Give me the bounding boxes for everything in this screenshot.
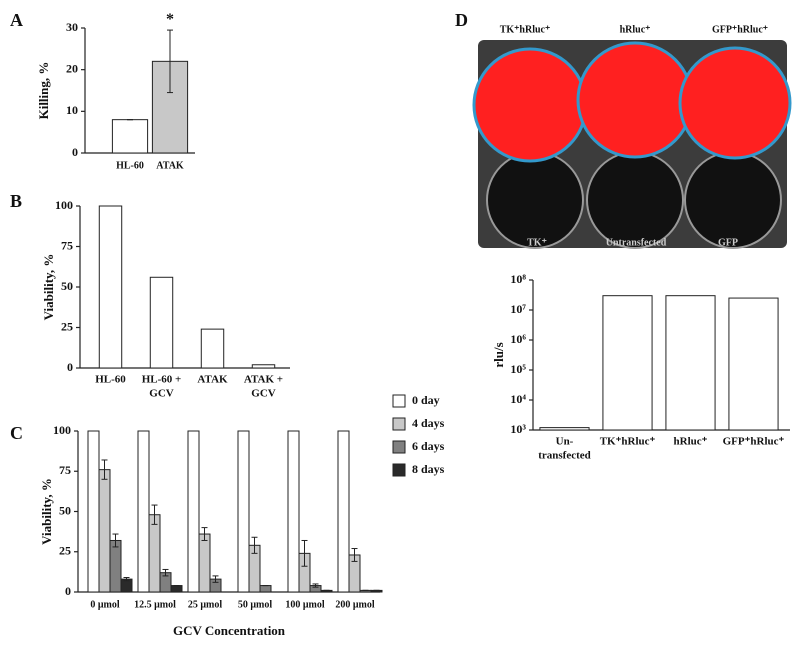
bar <box>237 430 250 593</box>
legend-label: 8 days <box>412 462 445 476</box>
bar <box>170 585 183 593</box>
y-tick-label: 10⁷ <box>510 302 526 316</box>
y-tick-label: 25 <box>61 319 73 333</box>
x-tick-label: 100 μmol <box>285 599 324 610</box>
y-tick-label: 10⁸ <box>510 272 526 286</box>
x-tick-label: 50 μmol <box>238 599 272 610</box>
y-tick-label: 30 <box>66 20 78 34</box>
image-label: GFP⁺hRluc⁺ <box>712 24 768 35</box>
x-tick-label: HL-60 <box>116 160 144 171</box>
y-tick-label: 10³ <box>510 422 526 436</box>
image-label: Untransfected <box>606 237 667 248</box>
bar <box>148 514 161 593</box>
bar <box>728 297 779 431</box>
bar <box>137 430 150 593</box>
well <box>586 151 684 249</box>
y-tick-label: 75 <box>59 463 71 477</box>
x-tick-label: ATAK <box>197 374 228 386</box>
panel-label: B <box>10 191 22 211</box>
x-tick-label: 12.5 μmol <box>134 599 176 610</box>
y-tick-label: 20 <box>66 61 78 75</box>
bar <box>187 430 200 593</box>
y-tick-label: 0 <box>67 360 73 374</box>
y-tick-label: 10 <box>66 103 78 117</box>
image-label: TK⁺ <box>527 237 547 248</box>
x-tick-label: HL-60 + <box>142 374 182 386</box>
luminescent-well <box>472 47 588 163</box>
bar <box>539 427 590 431</box>
y-tick-label: 25 <box>59 544 71 558</box>
legend-label: 4 days <box>412 416 445 430</box>
bar <box>149 276 174 369</box>
bar <box>87 430 100 593</box>
x-tick-label: hRluc⁺ <box>674 436 708 448</box>
bar <box>259 585 272 593</box>
legend-swatch <box>392 440 406 454</box>
bar <box>287 430 300 593</box>
y-tick-label: 10⁶ <box>510 332 526 346</box>
image-label: TK⁺hRluc⁺ <box>500 24 551 35</box>
bar <box>111 119 149 154</box>
y-tick-label: 0 <box>72 145 78 159</box>
panel-label: D <box>455 10 468 30</box>
legend-swatch <box>392 463 406 477</box>
x-axis-label: GCV Concentration <box>173 623 286 638</box>
y-tick-label: 0 <box>65 584 71 598</box>
legend-swatch <box>392 417 406 431</box>
panel-label: C <box>10 423 23 443</box>
bar <box>98 205 123 369</box>
bar <box>337 430 350 593</box>
x-tick-label: Un- <box>556 436 574 448</box>
bar <box>251 364 276 369</box>
x-tick-label: TK⁺hRluc⁺ <box>600 436 656 448</box>
well <box>684 151 782 249</box>
luminescent-well <box>576 41 694 159</box>
x-tick-label: GFP⁺hRluc⁺ <box>723 436 785 448</box>
legend-label: 6 days <box>412 439 445 453</box>
y-axis-label: Viability, % <box>39 478 54 545</box>
x-tick-label: transfected <box>538 450 591 462</box>
x-tick-label: HL-60 <box>95 374 126 386</box>
bar <box>665 295 716 431</box>
y-tick-label: 10⁵ <box>510 362 526 376</box>
bar <box>98 469 111 593</box>
bar <box>198 533 211 593</box>
y-tick-label: 10⁴ <box>510 392 526 406</box>
x-tick-label: ATAK <box>156 160 184 171</box>
panel-label: A <box>10 10 23 30</box>
image-label: GFP <box>718 237 738 248</box>
plate-photo <box>472 40 792 249</box>
bar <box>602 295 653 431</box>
y-axis-label: Viability, % <box>41 254 56 321</box>
x-tick-label: GCV <box>149 388 174 400</box>
legend-swatch <box>392 394 406 408</box>
x-tick-label: ATAK + <box>244 374 283 386</box>
y-tick-label: 100 <box>53 423 71 437</box>
image-label: hRluc⁺ <box>620 24 651 35</box>
x-tick-label: 0 μmol <box>90 599 119 610</box>
legend-label: 0 day <box>412 393 440 407</box>
annotation: * <box>166 11 174 28</box>
bar <box>200 328 225 369</box>
well <box>486 151 584 249</box>
y-tick-label: 100 <box>55 198 73 212</box>
y-tick-label: 50 <box>61 279 73 293</box>
x-tick-label: 25 μmol <box>188 599 222 610</box>
y-tick-label: 75 <box>61 238 73 252</box>
y-tick-label: 50 <box>59 503 71 517</box>
x-tick-label: GCV <box>251 388 276 400</box>
bar <box>109 539 122 593</box>
luminescent-well <box>678 46 792 160</box>
x-tick-label: 200 μmol <box>335 599 374 610</box>
y-axis-label: rlu/s <box>491 342 506 367</box>
y-axis-label: Killing, % <box>36 62 51 120</box>
